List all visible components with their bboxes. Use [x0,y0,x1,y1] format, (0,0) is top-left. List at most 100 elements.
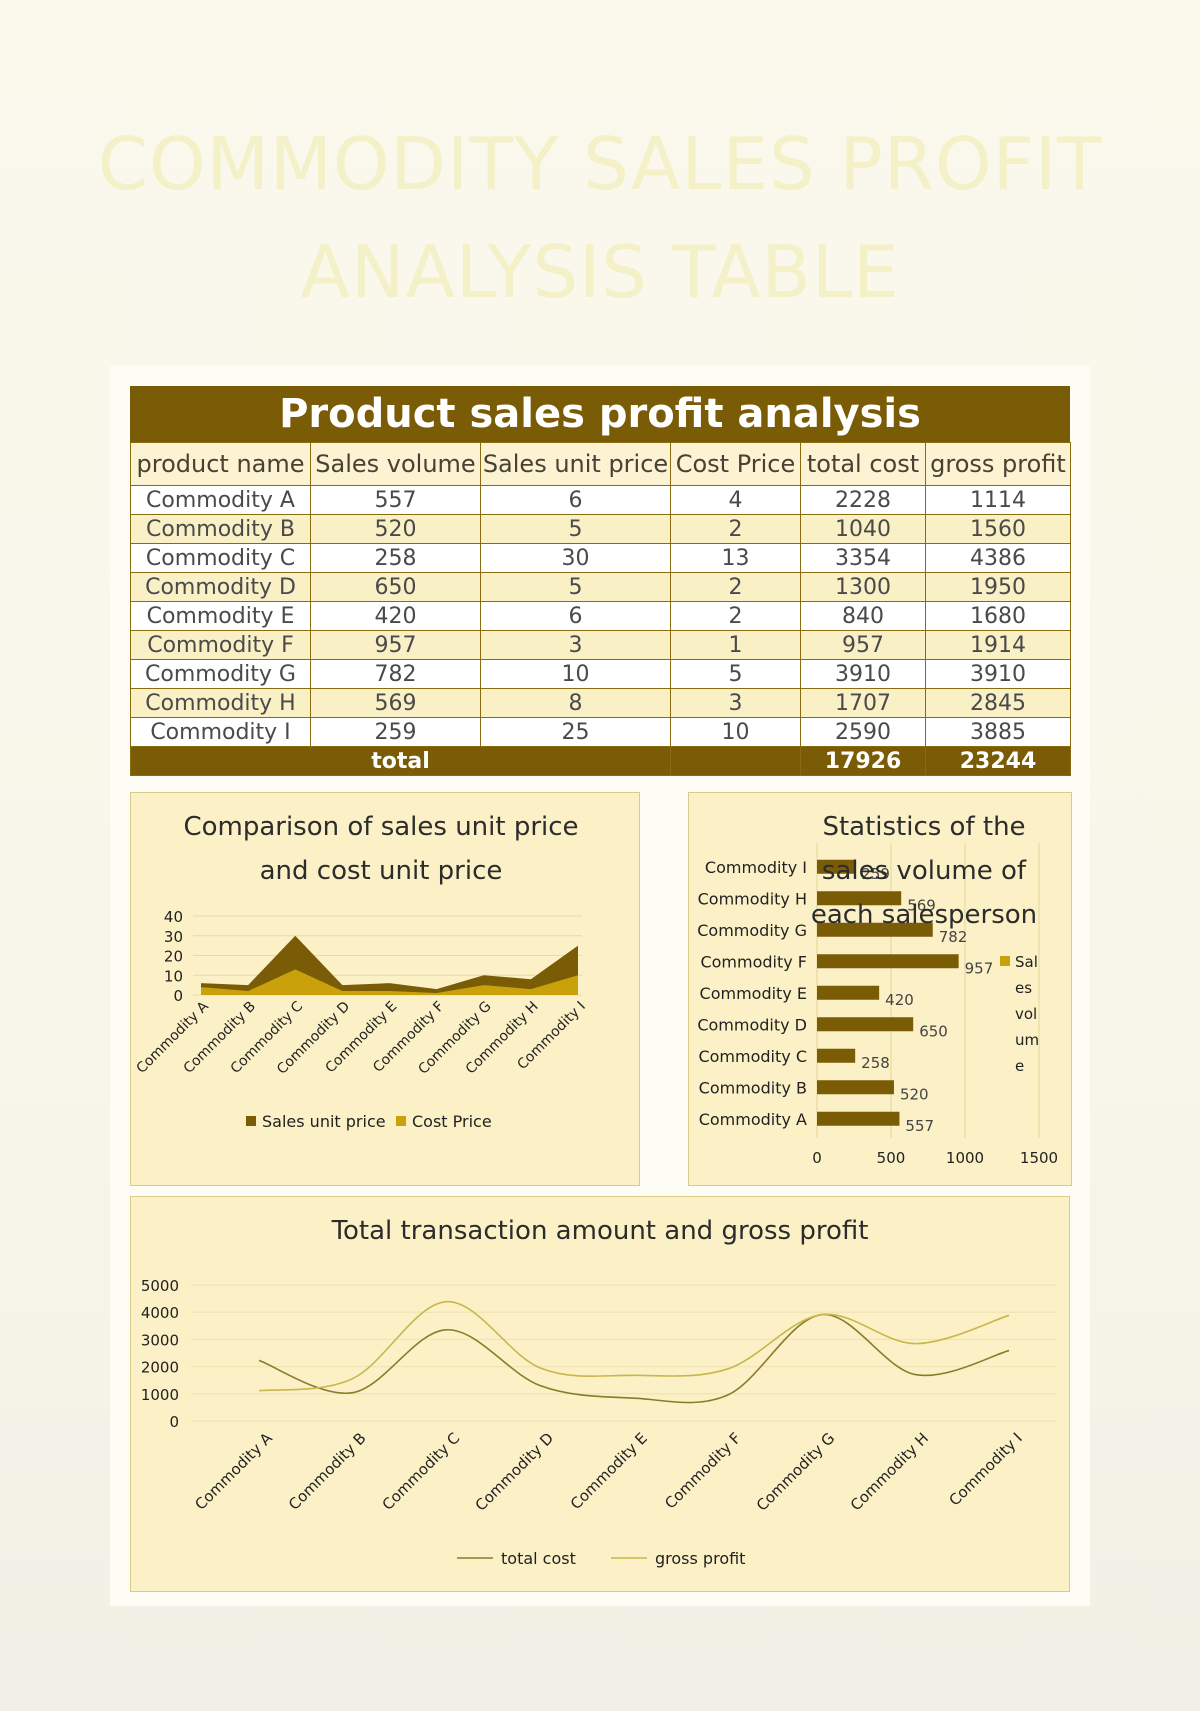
y-tick-label: Commodity F [700,952,807,971]
bar [817,1048,856,1063]
data-label: 569 [907,896,936,914]
table-cell: 258 [310,543,481,573]
sales-table: product name Sales volume Sales unit pri… [130,442,1071,776]
legend-swatch [1000,956,1010,966]
table-cell: 2845 [925,688,1071,718]
legend-label: total cost [501,1549,576,1568]
x-tick-label: Commodity D [472,1429,557,1514]
bar [817,859,856,874]
sales-volume-chart-title: Statistics of the sales volume of each s… [810,812,1038,930]
product-name-cell: Commodity C [130,543,311,573]
legend-label: Sal [1015,953,1038,971]
y-tick-label: Commodity A [699,1110,807,1129]
table-cell: 782 [310,659,481,689]
legend-label: Sales unit price [262,1112,386,1131]
table-cell: 2590 [800,717,926,747]
product-name-cell: Commodity F [130,630,311,660]
y-tick-label: Commodity C [698,1047,807,1066]
data-label: 650 [919,1022,948,1040]
total-profit-value: 23244 [925,746,1071,776]
table-cell: 3885 [925,717,1071,747]
price-comparison-chart-panel: Comparison of sales unit price and cost … [130,792,640,1186]
table-cell: 3 [670,688,801,718]
table-cell: 5 [670,659,801,689]
y-tick-label: Commodity I [705,858,807,877]
header-cell: gross profit [925,442,1071,486]
header-cell: Sales unit price [480,442,671,486]
table-cell: 569 [310,688,481,718]
y-tick-label: 40 [164,908,183,926]
product-name-cell: Commodity I [130,717,311,747]
line-series-2 [258,1300,1010,1392]
table-cell: 3910 [925,659,1071,689]
table-cell: 2228 [800,485,926,515]
data-label: 520 [900,1085,929,1103]
y-tick-label: 0 [169,1413,179,1431]
bar [817,1017,914,1032]
table-row: Commodity I 259 25 10 2590 3885 [130,717,1071,747]
table-cell: 30 [480,543,671,573]
x-tick-label: Commodity G [753,1429,838,1514]
table-cell: 10 [670,717,801,747]
header-cell: Cost Price [670,442,801,486]
data-label: 420 [885,991,914,1009]
table-row: Commodity H 569 8 3 1707 2845 [130,688,1071,718]
x-tick-label: 0 [812,1149,822,1167]
y-tick-label: 4000 [141,1304,179,1322]
sales-table-container: Product sales profit analysis product na… [130,386,1071,776]
product-name-cell: Commodity B [130,514,311,544]
product-name-cell: Commodity H [130,688,311,718]
table-cell: 10 [480,659,671,689]
table-cell: 4 [670,485,801,515]
line-series-1 [258,1313,1010,1404]
data-label: 259 [861,865,890,883]
table-cell: 2 [670,572,801,602]
legend-swatch [246,1116,256,1126]
page-title-line1: COMMODITY SALES PROFIT [97,122,1103,206]
table-cell: 6 [480,485,671,515]
legend-swatch [396,1116,406,1126]
bar [817,985,880,1000]
table-cell: 840 [800,601,926,631]
y-tick-label: Commodity H [698,889,807,908]
table-cell: 2 [670,601,801,631]
table-row: Commodity A 557 6 4 2228 1114 [130,485,1071,515]
legend-label: um [1015,1031,1039,1049]
y-tick-label: 2000 [141,1359,179,1377]
data-label: 957 [965,959,994,977]
x-tick-label: Commodity A [191,1429,276,1514]
data-label: 557 [905,1117,934,1135]
table-row: Commodity E 420 6 2 840 1680 [130,601,1071,631]
table-cell: 4386 [925,543,1071,573]
table-body: Commodity A 557 6 4 2228 1114 Commodity B 520 5 2… [130,485,1071,747]
legend-label: es [1015,979,1032,997]
x-tick-label: Commodity I [945,1429,1025,1509]
table-row: Commodity D 650 5 2 1300 1950 [130,572,1071,602]
area-series-2 [201,969,578,995]
table-cell: 557 [310,485,481,515]
table-cell: 3354 [800,543,926,573]
header-cell: Sales volume [310,442,481,486]
sales-volume-chart: 0 500 1000 1500 Commodity I 259 Commodity H 569… [697,843,1058,1167]
bar [817,922,933,937]
y-tick-label: 10 [164,967,183,985]
table-cell: 8 [480,688,671,718]
y-tick-label: 5000 [141,1277,179,1295]
table-row: Commodity B 520 5 2 1040 1560 [130,514,1071,544]
bar [817,954,959,969]
total-empty-cell [670,746,801,776]
y-tick-label: 0 [173,987,183,1005]
y-tick-label: Commodity B [699,1078,807,1097]
area-series-1 [201,935,578,995]
y-tick-label: 3000 [141,1331,179,1349]
x-tick-label: 1500 [1020,1149,1058,1167]
table-cell: 650 [310,572,481,602]
y-tick-label: Commodity E [700,984,807,1003]
table-title: Product sales profit analysis [130,386,1070,442]
table-cell: 957 [310,630,481,660]
bar [817,891,902,906]
y-tick-label: Commodity G [697,921,807,940]
table-cell: 2 [670,514,801,544]
x-tick-label: Commodity E [567,1429,651,1513]
